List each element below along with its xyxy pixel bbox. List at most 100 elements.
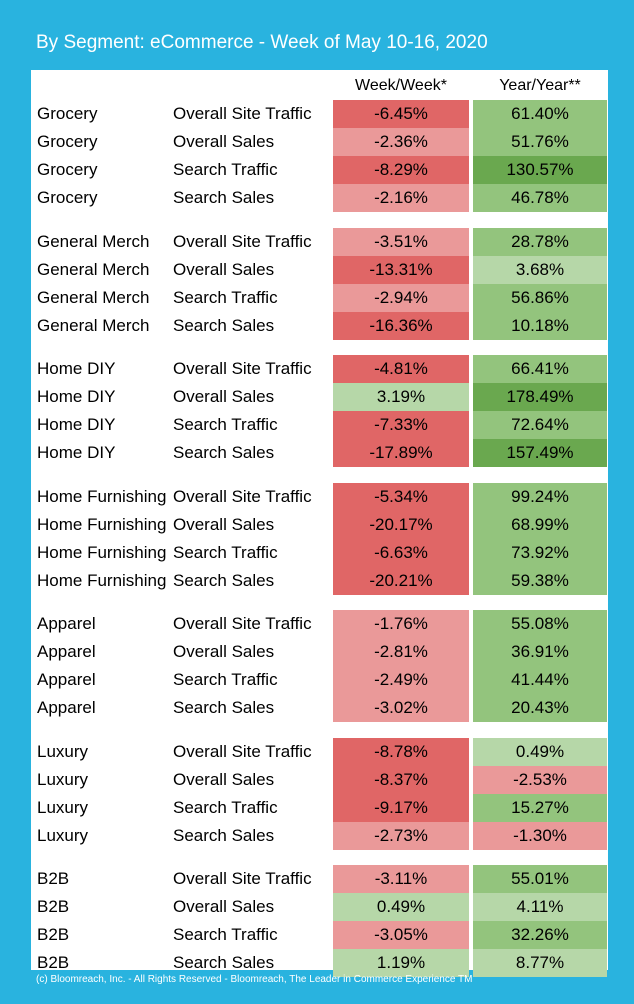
week-over-week-cell: -4.81% [333,355,469,383]
week-over-week-cell: -6.45% [333,100,469,128]
table-row: Apparel Search Sales -3.02% 20.43% [31,694,608,722]
segment-label: Grocery [37,160,98,179]
year-over-year-cell: 66.41% [473,355,607,383]
week-over-week-cell: -2.16% [333,184,469,212]
table-row: Grocery Overall Sales -2.36% 51.76% [31,128,608,156]
column-header-year-over-year: Year/Year** [499,77,581,94]
year-over-year-cell: 59.38% [473,566,607,595]
segment-label: Luxury [37,797,89,817]
segment-label: General Merch [37,231,150,251]
year-over-year-cell: 61.40% [473,100,607,128]
segment-label: Home DIY [37,387,116,406]
segment-label: Apparel [37,614,96,633]
metric-label: Search Sales [173,315,275,335]
metric-label: Search Traffic [173,415,278,434]
table-row: Apparel Overall Site Traffic -1.76% 55.08% [31,610,608,638]
week-over-week-cell: -16.36% [333,311,469,340]
metric-label: Search Sales [173,825,275,845]
metric-label: Search Traffic [173,670,278,689]
week-over-week-cell: -2.81% [333,638,469,666]
table-row: Luxury Overall Site Traffic -8.78% 0.49% [31,737,608,766]
segment-label: General Merch [37,287,150,307]
year-over-year-cell: 157.49% [473,439,607,467]
table-row: Luxury Search Sales -2.73% -1.30% [31,821,608,850]
week-over-week-cell: -1.76% [333,610,469,638]
segment-label: Home Furnishing [37,486,167,506]
table-row: General Merch Search Traffic -2.94% 56.86% [31,283,608,312]
week-over-week-cell: -17.89% [333,439,469,467]
segment-label: Luxury [37,769,89,789]
year-over-year-cell: 55.01% [473,865,607,893]
segment-label: Apparel [37,670,96,689]
week-over-week-cell: -13.31% [333,255,469,284]
week-over-week-cell: 1.19% [333,949,469,977]
year-over-year-cell: 72.64% [473,411,607,439]
week-over-week-cell: -3.51% [333,227,469,256]
segment-label: B2B [37,925,70,944]
year-over-year-cell: 20.43% [473,694,607,722]
table-row: Grocery Search Sales -2.16% 46.78% [31,184,608,212]
year-over-year-cell: 32.26% [473,921,607,949]
week-over-week-cell: -8.78% [333,737,469,766]
week-over-week-cell: -6.63% [333,538,469,567]
table-row: Home DIY Search Sales -17.89% 157.49% [31,439,608,467]
segment-label: Home DIY [37,359,116,378]
week-over-week-cell: 0.49% [333,893,469,921]
metric-label: Search Sales [173,570,275,590]
week-over-week-cell: -9.17% [333,793,469,822]
year-over-year-cell: 51.76% [473,128,607,156]
metric-label: Overall Site Traffic [173,741,312,761]
year-over-year-cell: 46.78% [473,184,607,212]
metric-label: Search Traffic [173,925,278,944]
week-over-week-cell: -7.33% [333,411,469,439]
segment-label: General Merch [37,315,150,335]
table-row: Home DIY Overall Site Traffic -4.81% 66.41% [31,355,608,383]
segment-label: Luxury [37,741,89,761]
year-over-year-cell: 3.68% [473,255,607,284]
table-row: General Merch Overall Sales -13.31% 3.68% [31,255,608,284]
year-over-year-cell: 99.24% [473,482,607,511]
week-over-week-cell: -20.17% [333,510,469,539]
segment-label: Home DIY [37,415,116,434]
table-row: B2B Search Sales 1.19% 8.77% [31,949,608,977]
metric-label: Overall Sales [173,514,275,534]
segment-label: Home Furnishing [37,542,167,562]
segment-label: Grocery [37,188,98,207]
year-over-year-cell: -2.53% [473,765,607,794]
segment-label: Grocery [37,132,98,151]
segment-label: Apparel [37,698,96,717]
copyright-footer: (c) Bloomreach, Inc. - All Rights Reserv… [36,974,473,985]
metric-label: Search Sales [173,188,275,207]
table-row: B2B Overall Site Traffic -3.11% 55.01% [31,865,608,893]
metric-label: Overall Site Traffic [173,486,312,506]
metric-label: Search Sales [173,698,275,717]
table-row: General Merch Search Sales -16.36% 10.18% [31,311,608,340]
table-row: Luxury Search Traffic -9.17% 15.27% [31,793,608,822]
column-header-week-over-week: Week/Week* [355,77,447,94]
table-row: Home DIY Overall Sales 3.19% 178.49% [31,383,608,411]
page-title: By Segment: eCommerce - Week of May 10-1… [36,32,488,53]
week-over-week-cell: -2.73% [333,821,469,850]
table-row: Home Furnishing Search Sales -20.21% 59.38% [31,566,608,595]
metric-label: Overall Site Traffic [173,231,312,251]
week-over-week-cell: -3.11% [333,865,469,893]
week-over-week-cell: -2.36% [333,128,469,156]
year-over-year-cell: 68.99% [473,510,607,539]
week-over-week-cell: -3.02% [333,694,469,722]
year-over-year-cell: 130.57% [473,156,607,184]
week-over-week-cell: -20.21% [333,566,469,595]
metric-label: Overall Sales [173,387,275,406]
year-over-year-cell: 0.49% [473,737,607,766]
year-over-year-cell: 10.18% [473,311,607,340]
year-over-year-cell: -1.30% [473,821,607,850]
year-over-year-cell: 73.92% [473,538,607,567]
table-row: Grocery Search Traffic -8.29% 130.57% [31,156,608,184]
segment-label: Luxury [37,825,89,845]
table-row: Home Furnishing Overall Site Traffic -5.34… [31,482,608,511]
week-over-week-cell: -5.34% [333,482,469,511]
segment-label: Home Furnishing [37,514,167,534]
year-over-year-cell: 15.27% [473,793,607,822]
year-over-year-cell: 36.91% [473,638,607,666]
year-over-year-cell: 56.86% [473,283,607,312]
week-over-week-cell: -8.37% [333,765,469,794]
